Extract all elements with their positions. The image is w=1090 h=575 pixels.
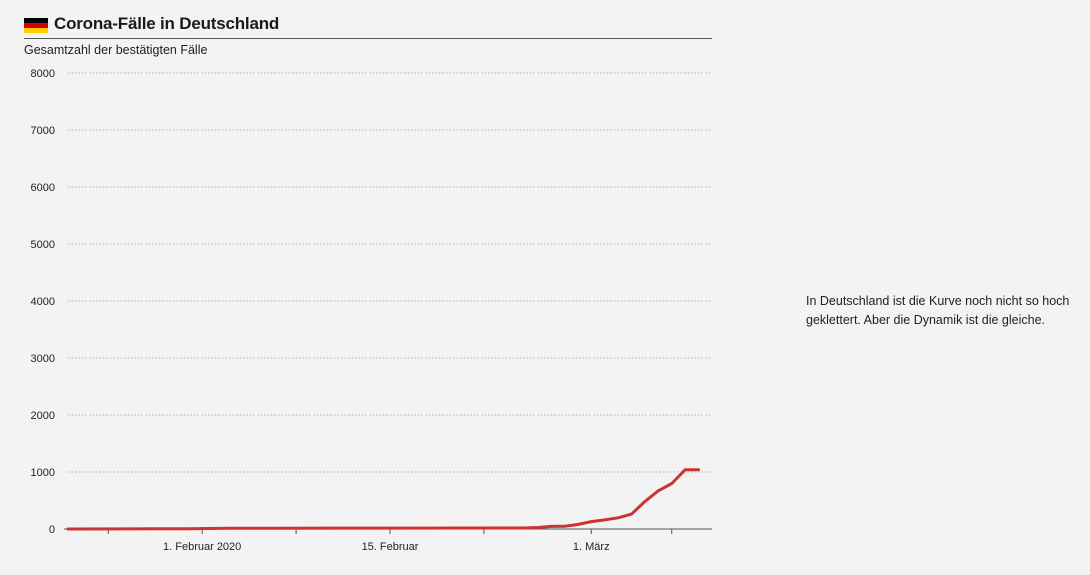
y-tick-label: 4000 bbox=[31, 296, 55, 308]
german-flag-icon bbox=[24, 18, 48, 33]
x-tick-label: 1. März bbox=[573, 541, 610, 553]
flag-stripe-red bbox=[24, 23, 48, 28]
x-tick-label: 1. Februar 2020 bbox=[163, 541, 241, 553]
y-tick-label: 0 bbox=[49, 524, 55, 536]
chart-header: Corona-Fälle in Deutschland bbox=[24, 14, 712, 39]
y-tick-label: 8000 bbox=[31, 68, 55, 80]
y-tick-label: 6000 bbox=[31, 182, 55, 194]
annotation-line-1: In Deutschland ist die Kurve noch nicht … bbox=[806, 294, 1070, 308]
y-tick-label: 5000 bbox=[31, 239, 55, 251]
chart-title: Corona-Fälle in Deutschland bbox=[54, 14, 280, 33]
x-tick-label: 15. Februar bbox=[362, 541, 419, 553]
flag-stripe-gold bbox=[24, 28, 48, 33]
series-line bbox=[66, 468, 701, 531]
chart-subtitle: Gesamtzahl der bestätigten Fälle bbox=[24, 43, 208, 57]
flag-stripe-black bbox=[24, 18, 48, 23]
annotation-line-2: geklettert. Aber die Dynamik ist die gle… bbox=[806, 313, 1046, 327]
y-tick-label: 2000 bbox=[31, 410, 55, 422]
y-tick-label: 3000 bbox=[31, 353, 55, 365]
y-tick-label: 7000 bbox=[31, 125, 55, 137]
annotation-text: In Deutschland ist die Kurve noch nicht … bbox=[806, 292, 1086, 330]
y-tick-label: 1000 bbox=[31, 467, 55, 479]
